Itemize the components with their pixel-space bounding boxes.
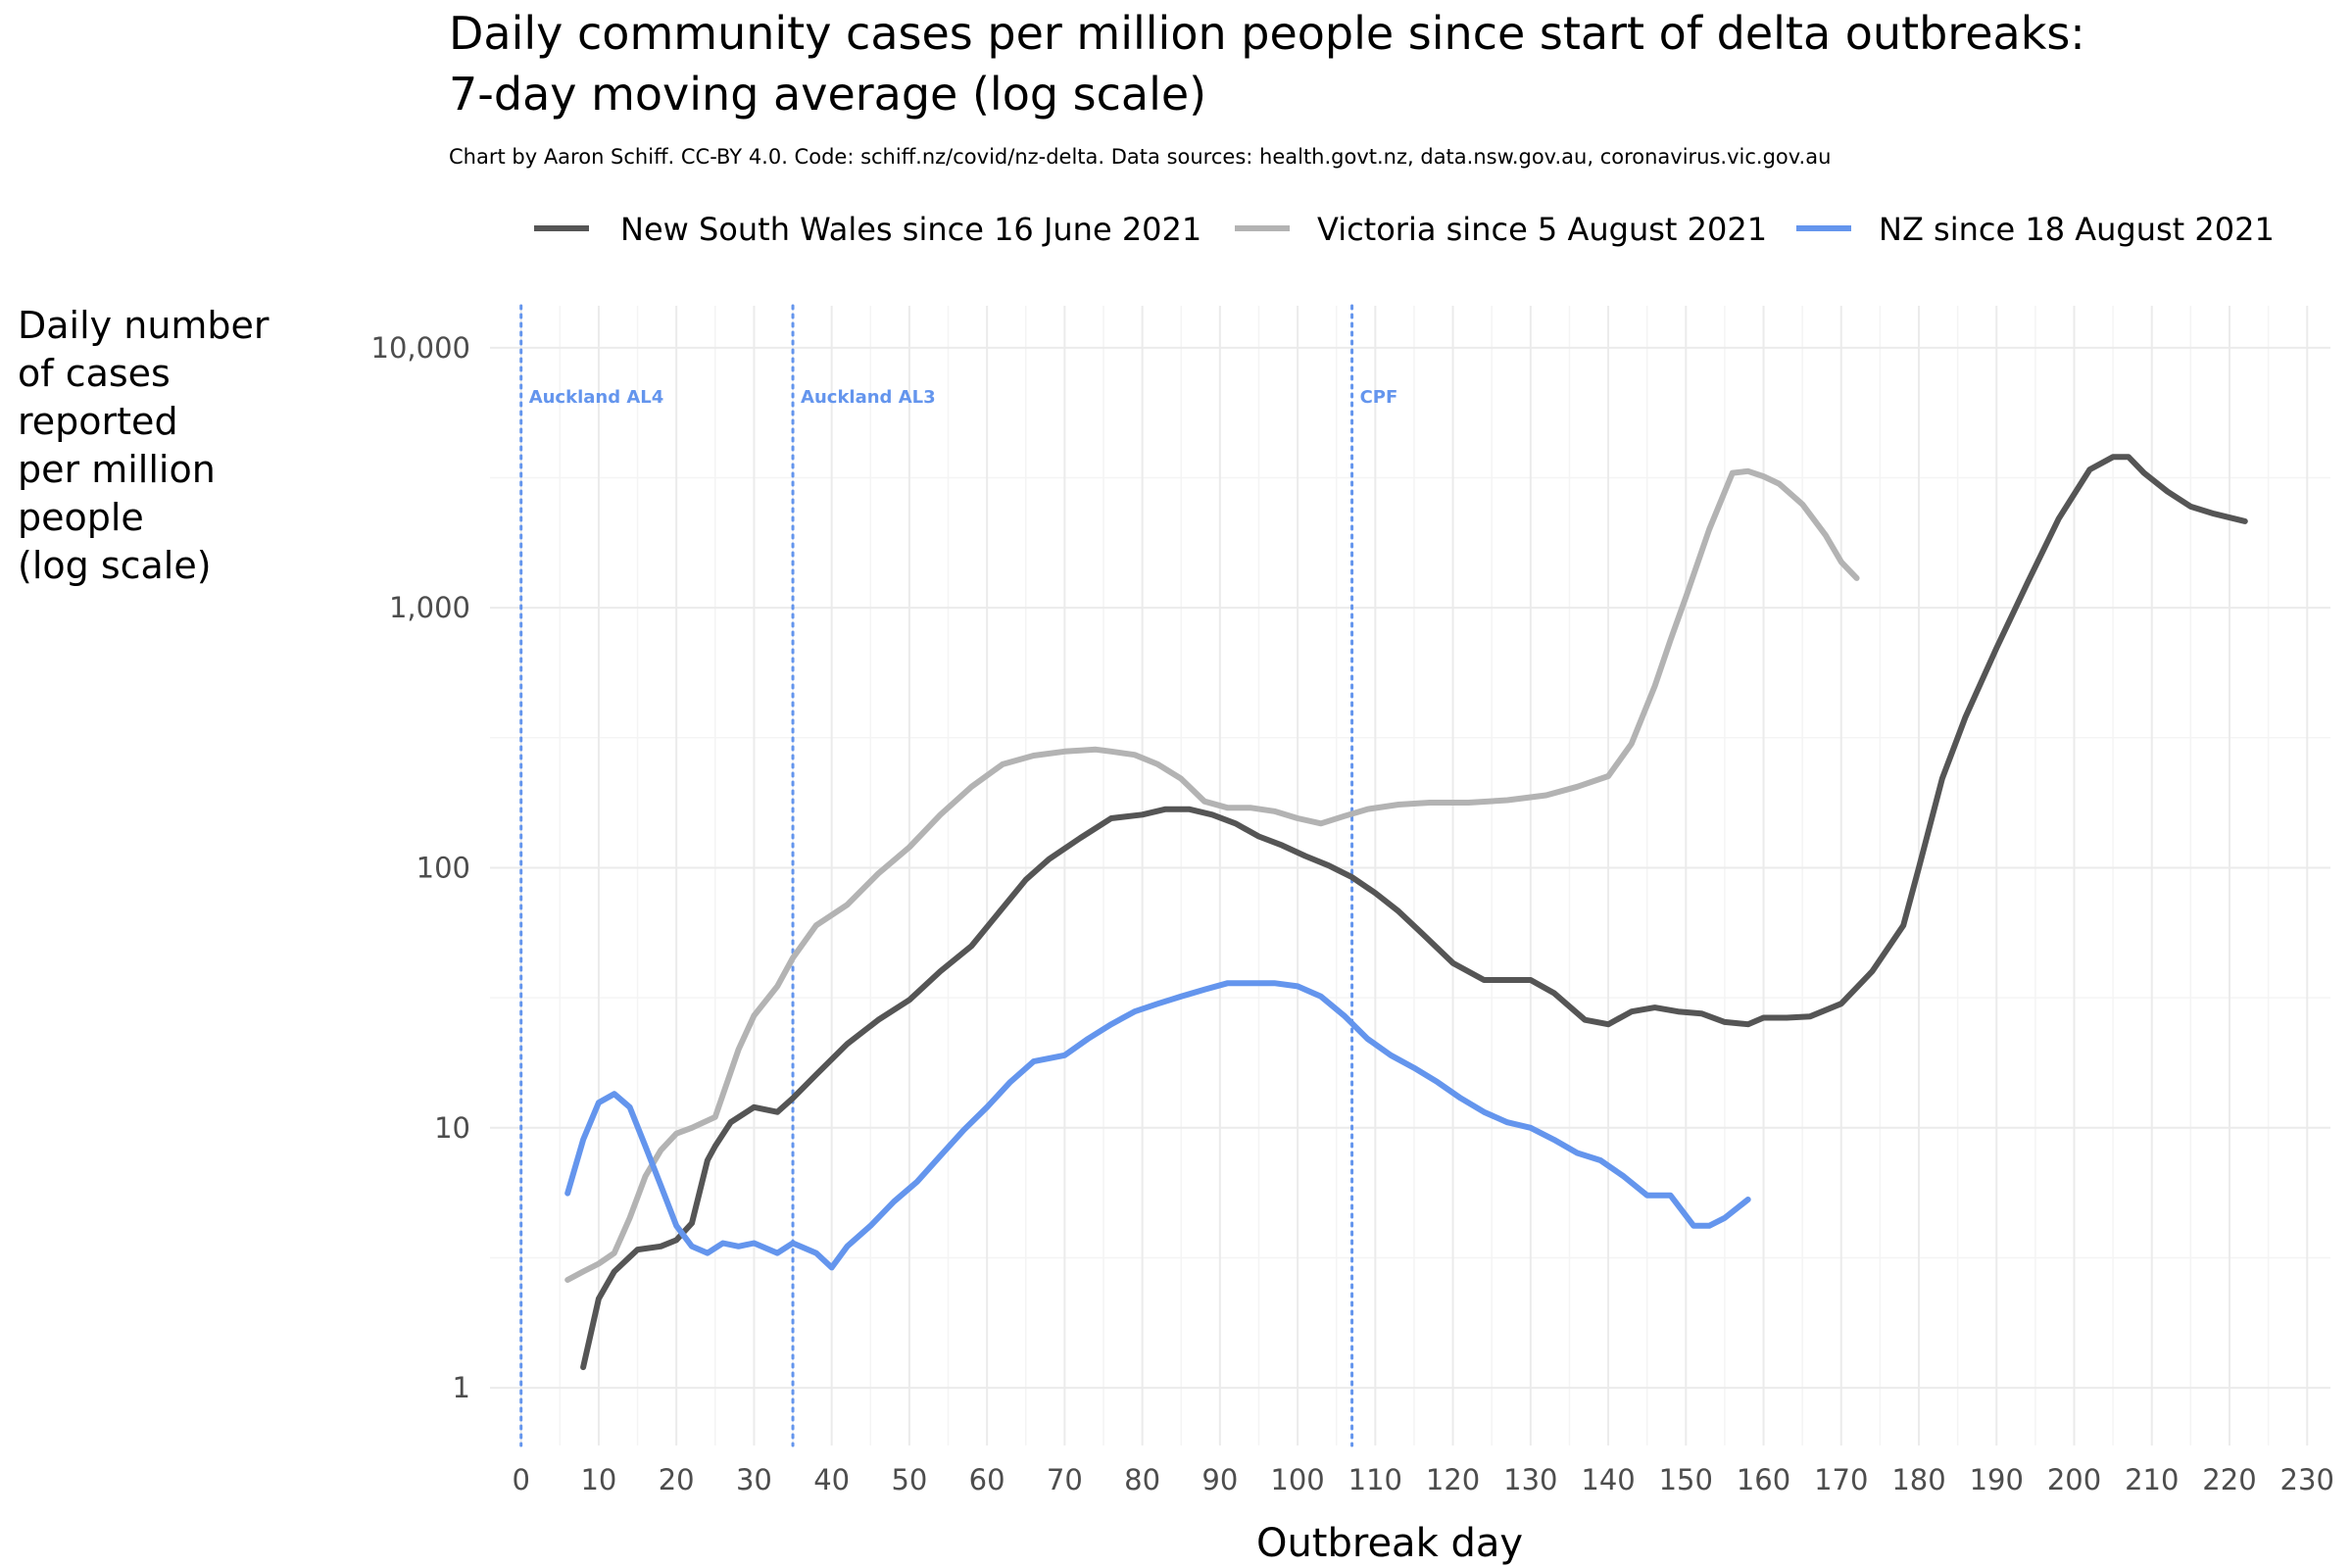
chart-subtitle: Chart by Aaron Schiff. CC-BY 4.0. Code: … <box>449 145 1831 169</box>
x-tick-label: 120 <box>1426 1463 1480 1496</box>
y-axis-label: Daily number of cases reported per milli… <box>18 304 270 587</box>
y-axis-label-line: reported <box>18 400 178 443</box>
series-line <box>564 467 1860 1283</box>
x-tick-label: 100 <box>1270 1463 1324 1496</box>
y-tick-label: 10 <box>434 1111 470 1145</box>
x-tick-label: 160 <box>1737 1463 1790 1496</box>
x-tick-label: 20 <box>659 1463 695 1496</box>
event-label: CPF <box>1360 387 1398 408</box>
x-tick-label: 110 <box>1348 1463 1402 1496</box>
x-tick-label: 40 <box>813 1463 850 1496</box>
x-tick-label: 220 <box>2202 1463 2256 1496</box>
y-tick-label: 1,000 <box>389 591 470 624</box>
y-axis-label-line: Daily number <box>18 304 270 347</box>
x-tick-label: 230 <box>2280 1463 2334 1496</box>
event-lines: Auckland AL4 Auckland AL3 CPF <box>519 304 1398 1447</box>
y-axis-label-line: (log scale) <box>18 544 212 587</box>
y-axis-label-line: people <box>18 496 144 539</box>
series-line <box>564 980 1751 1271</box>
legend-label-nz: NZ since 18 August 2021 <box>1879 211 2275 248</box>
x-axis-ticks: 0 10 20 30 40 50 60 70 80 90 100 110 120 130 140 150 160… <box>512 1463 2333 1496</box>
legend-label-nsw: New South Wales since 16 June 2021 <box>620 211 1201 248</box>
y-tick-label: 10,000 <box>371 331 470 365</box>
legend: New South Wales since 16 June 2021 Victo… <box>534 211 2275 248</box>
x-tick-label: 140 <box>1581 1463 1635 1496</box>
x-tick-label: 130 <box>1503 1463 1557 1496</box>
chart-title-line2: 7-day moving average (log scale) <box>449 68 1206 121</box>
y-axis-label-line: of cases <box>18 352 171 395</box>
legend-label-victoria: Victoria since 5 August 2021 <box>1317 211 1767 248</box>
series-lines <box>564 454 2248 1371</box>
x-tick-label: 170 <box>1814 1463 1868 1496</box>
x-tick-label: 10 <box>580 1463 616 1496</box>
grid <box>490 306 2330 1446</box>
x-tick-label: 0 <box>512 1463 529 1496</box>
x-tick-label: 60 <box>969 1463 1005 1496</box>
x-tick-label: 30 <box>736 1463 772 1496</box>
x-tick-label: 90 <box>1201 1463 1238 1496</box>
x-tick-label: 150 <box>1659 1463 1713 1496</box>
y-axis-ticks: 1 10 100 1,000 10,000 <box>371 331 470 1404</box>
x-tick-label: 190 <box>1970 1463 2024 1496</box>
x-tick-label: 200 <box>2047 1463 2101 1496</box>
x-tick-label: 80 <box>1124 1463 1160 1496</box>
x-tick-label: 180 <box>1891 1463 1945 1496</box>
y-tick-label: 100 <box>416 851 470 884</box>
x-tick-label: 70 <box>1047 1463 1083 1496</box>
series-line <box>580 454 2248 1371</box>
chart-title-line1: Daily community cases per million people… <box>449 7 2085 60</box>
y-tick-label: 1 <box>453 1371 470 1404</box>
x-axis-label: Outbreak day <box>1256 1521 1523 1566</box>
event-label: Auckland AL3 <box>801 387 936 408</box>
x-tick-label: 50 <box>891 1463 927 1496</box>
y-axis-label-line: per million <box>18 448 216 491</box>
event-label: Auckland AL4 <box>529 387 664 408</box>
x-tick-label: 210 <box>2125 1463 2179 1496</box>
